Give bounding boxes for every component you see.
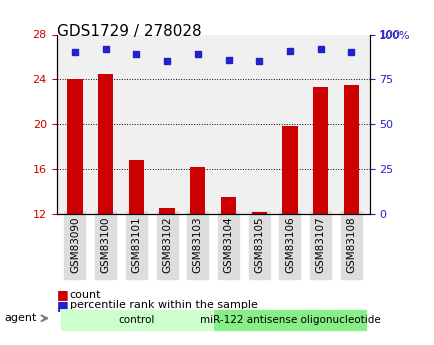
Y-axis label: 100%: 100%	[378, 31, 410, 41]
Bar	[159, 208, 174, 214]
Point	[102, 46, 109, 52]
Text: GDS1729 / 278028: GDS1729 / 278028	[56, 24, 201, 39]
Point	[71, 50, 78, 55]
Bar	[343, 85, 358, 214]
Text: count: count	[69, 290, 101, 300]
Point	[163, 59, 170, 64]
Point	[194, 51, 201, 57]
Point	[347, 50, 354, 55]
Point	[255, 59, 262, 64]
Bar	[67, 79, 82, 214]
Text: agent: agent	[4, 313, 36, 323]
Point	[133, 51, 140, 57]
Text: control: control	[118, 315, 154, 325]
Bar	[98, 74, 113, 214]
Bar	[128, 160, 144, 214]
Bar	[251, 212, 266, 214]
Bar	[282, 126, 297, 214]
Text: miR-122 antisense oligonucleotide: miR-122 antisense oligonucleotide	[199, 315, 379, 325]
Point	[224, 57, 231, 62]
Point	[316, 46, 323, 52]
Bar	[312, 87, 328, 214]
Text: ■: ■	[56, 288, 68, 302]
Bar	[190, 167, 205, 214]
Text: ■: ■	[56, 299, 68, 312]
Text: percentile rank within the sample: percentile rank within the sample	[69, 300, 257, 310]
Point	[286, 48, 293, 53]
Bar	[220, 197, 236, 214]
